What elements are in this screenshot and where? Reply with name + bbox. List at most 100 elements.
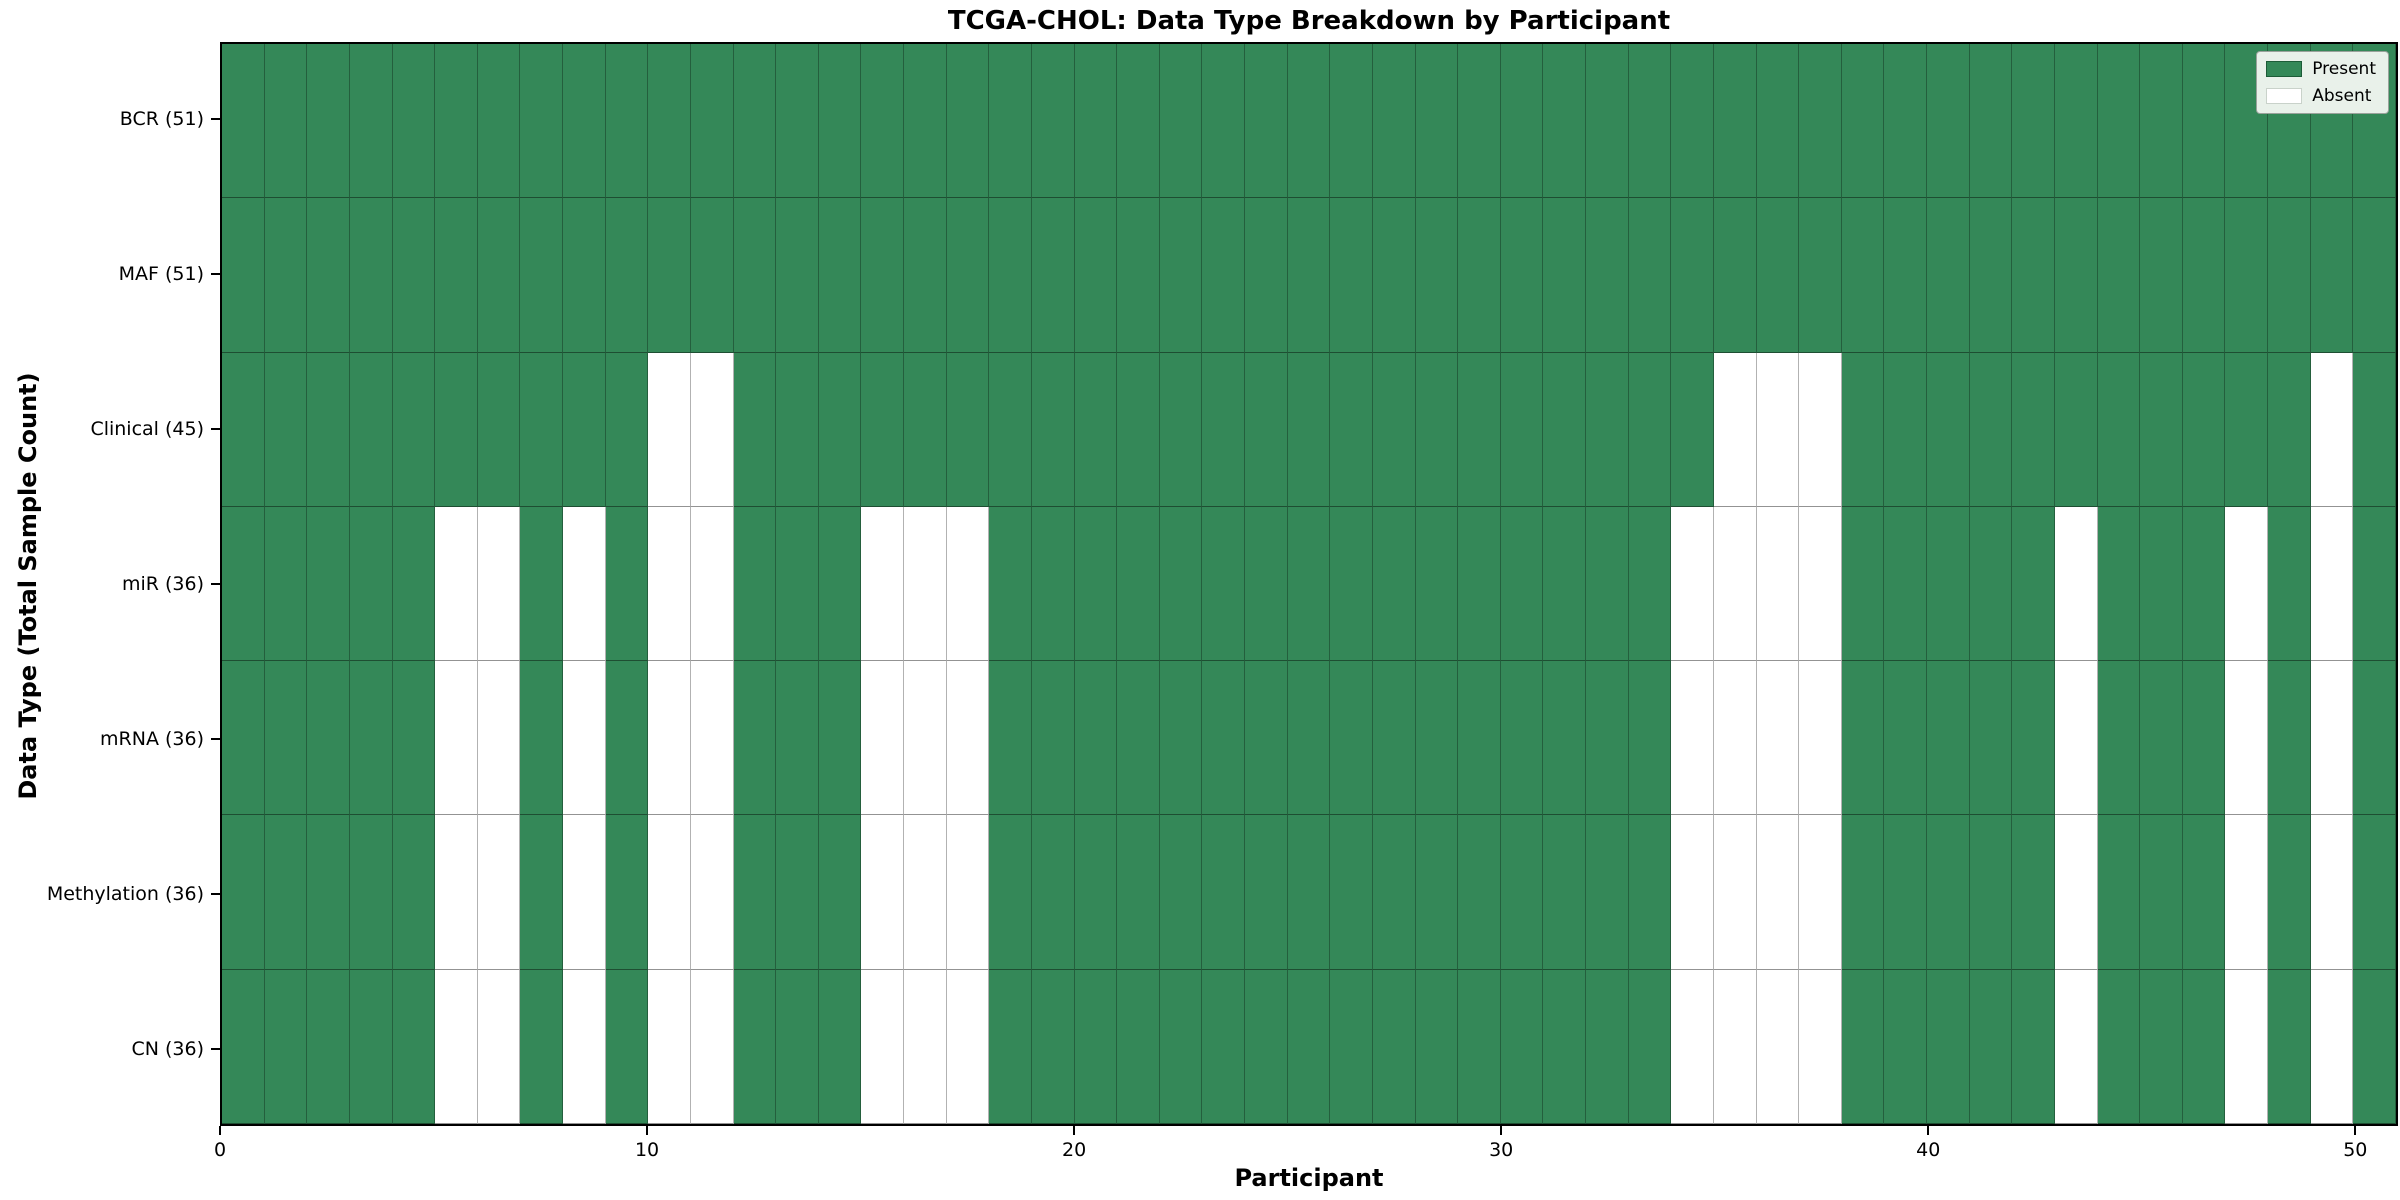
y-tick-label: CN (36) (131, 1037, 204, 1060)
heatmap-cell (477, 815, 521, 970)
y-tick-mark (211, 1047, 220, 1050)
heatmap-cell (1074, 44, 1118, 199)
x-tick-mark (1927, 1126, 1930, 1135)
heatmap-cell (1500, 506, 1544, 662)
heatmap-cell (1031, 44, 1075, 199)
y-tick-label: mRNA (36) (100, 727, 204, 750)
heatmap-cell (1884, 815, 1928, 970)
heatmap-cell (1543, 815, 1587, 970)
heatmap-cell (1117, 661, 1160, 816)
heatmap-cell (1245, 198, 1288, 353)
heatmap-cell (1372, 506, 1416, 662)
heatmap-cell (2353, 661, 2396, 816)
heatmap-cell (2054, 506, 2098, 662)
heatmap-cell (520, 506, 564, 662)
heatmap-cell (946, 44, 990, 199)
heatmap-cell (1415, 661, 1459, 816)
heatmap-cell (2140, 198, 2183, 353)
heatmap-cell (1927, 969, 1970, 1124)
heatmap-cell (435, 198, 478, 353)
heatmap-cell (1756, 198, 1800, 353)
plot-area: Present Absent (220, 42, 2398, 1126)
heatmap-cell (435, 815, 478, 970)
x-tick-label: 30 (1489, 1139, 1514, 1161)
heatmap-cell (1756, 44, 1800, 199)
heatmap-cell (2140, 506, 2183, 662)
heatmap-cell (1969, 198, 2013, 353)
heatmap-cell (1415, 969, 1459, 1124)
heatmap-cell (2097, 969, 2141, 1124)
heatmap-cell (1969, 352, 2013, 507)
heatmap-cell (392, 198, 436, 353)
heatmap-cell (989, 969, 1032, 1124)
heatmap-cell (563, 661, 606, 816)
heatmap-cell (1458, 661, 1501, 816)
heatmap-cell (1202, 506, 1246, 662)
heatmap-cell (776, 198, 819, 353)
heatmap-cell (1841, 198, 1885, 353)
heatmap-cell (1927, 44, 1970, 199)
legend-absent-swatch (2266, 88, 2303, 104)
heatmap-cell (1671, 969, 1714, 1124)
y-tick-mark (211, 583, 220, 585)
heatmap-cell (1202, 969, 1246, 1124)
heatmap-cell (861, 506, 905, 662)
heatmap-cell (1671, 44, 1714, 199)
heatmap-cell (392, 506, 436, 662)
heatmap-cell (2353, 506, 2396, 662)
heatmap-cell (1799, 661, 1842, 816)
heatmap-cell (477, 198, 521, 353)
heatmap-cell (2353, 815, 2396, 970)
heatmap-cell (349, 198, 393, 353)
heatmap-cell (1586, 969, 1629, 1124)
heatmap-cell (2012, 969, 2055, 1124)
heatmap-cell (520, 198, 564, 353)
heatmap-cell (1500, 198, 1544, 353)
heatmap-cell (1586, 198, 1629, 353)
heatmap-cell (1713, 506, 1757, 662)
heatmap-cell (1458, 815, 1501, 970)
heatmap-cell (349, 969, 393, 1124)
heatmap-cell (1287, 969, 1331, 1124)
heatmap-cell (1245, 969, 1288, 1124)
heatmap-cell (2054, 661, 2098, 816)
heatmap-cell (2182, 352, 2226, 507)
heatmap-cell (1543, 969, 1587, 1124)
heatmap-cell (1969, 44, 2013, 199)
heatmap-cell (733, 969, 777, 1124)
heatmap-cell (1330, 815, 1373, 970)
heatmap-cell (1117, 506, 1160, 662)
heatmap-cell (1628, 198, 1672, 353)
heatmap-cell (1372, 352, 1416, 507)
y-tick-mark (211, 737, 220, 740)
heatmap-cell (1841, 506, 1885, 662)
heatmap-cell (733, 44, 777, 199)
heatmap-cell (264, 506, 308, 662)
heatmap-cell (1543, 198, 1587, 353)
heatmap-cell (2012, 352, 2055, 507)
heatmap-cell (2268, 352, 2311, 507)
heatmap-cell (307, 352, 350, 507)
heatmap-cell (1415, 198, 1459, 353)
heatmap-cell (520, 352, 564, 507)
heatmap-cell (1628, 661, 1672, 816)
heatmap-cell (1202, 198, 1246, 353)
heatmap-cell (1884, 661, 1928, 816)
heatmap-cell (605, 44, 649, 199)
heatmap-cell (776, 815, 819, 970)
heatmap-cell (861, 969, 905, 1124)
heatmap-cell (818, 352, 862, 507)
heatmap-cell (2225, 661, 2269, 816)
heatmap-cell (520, 44, 564, 199)
heatmap-cell (946, 815, 990, 970)
heatmap-cell (1159, 506, 1203, 662)
heatmap-cell (989, 815, 1032, 970)
heatmap-cell (1287, 198, 1331, 353)
heatmap-cell (1713, 198, 1757, 353)
heatmap-cell (2310, 969, 2354, 1124)
heatmap-cell (1969, 815, 2013, 970)
heatmap-cell (1245, 815, 1288, 970)
heatmap-cell (349, 815, 393, 970)
heatmap-cell (1841, 661, 1885, 816)
heatmap-cell (605, 198, 649, 353)
